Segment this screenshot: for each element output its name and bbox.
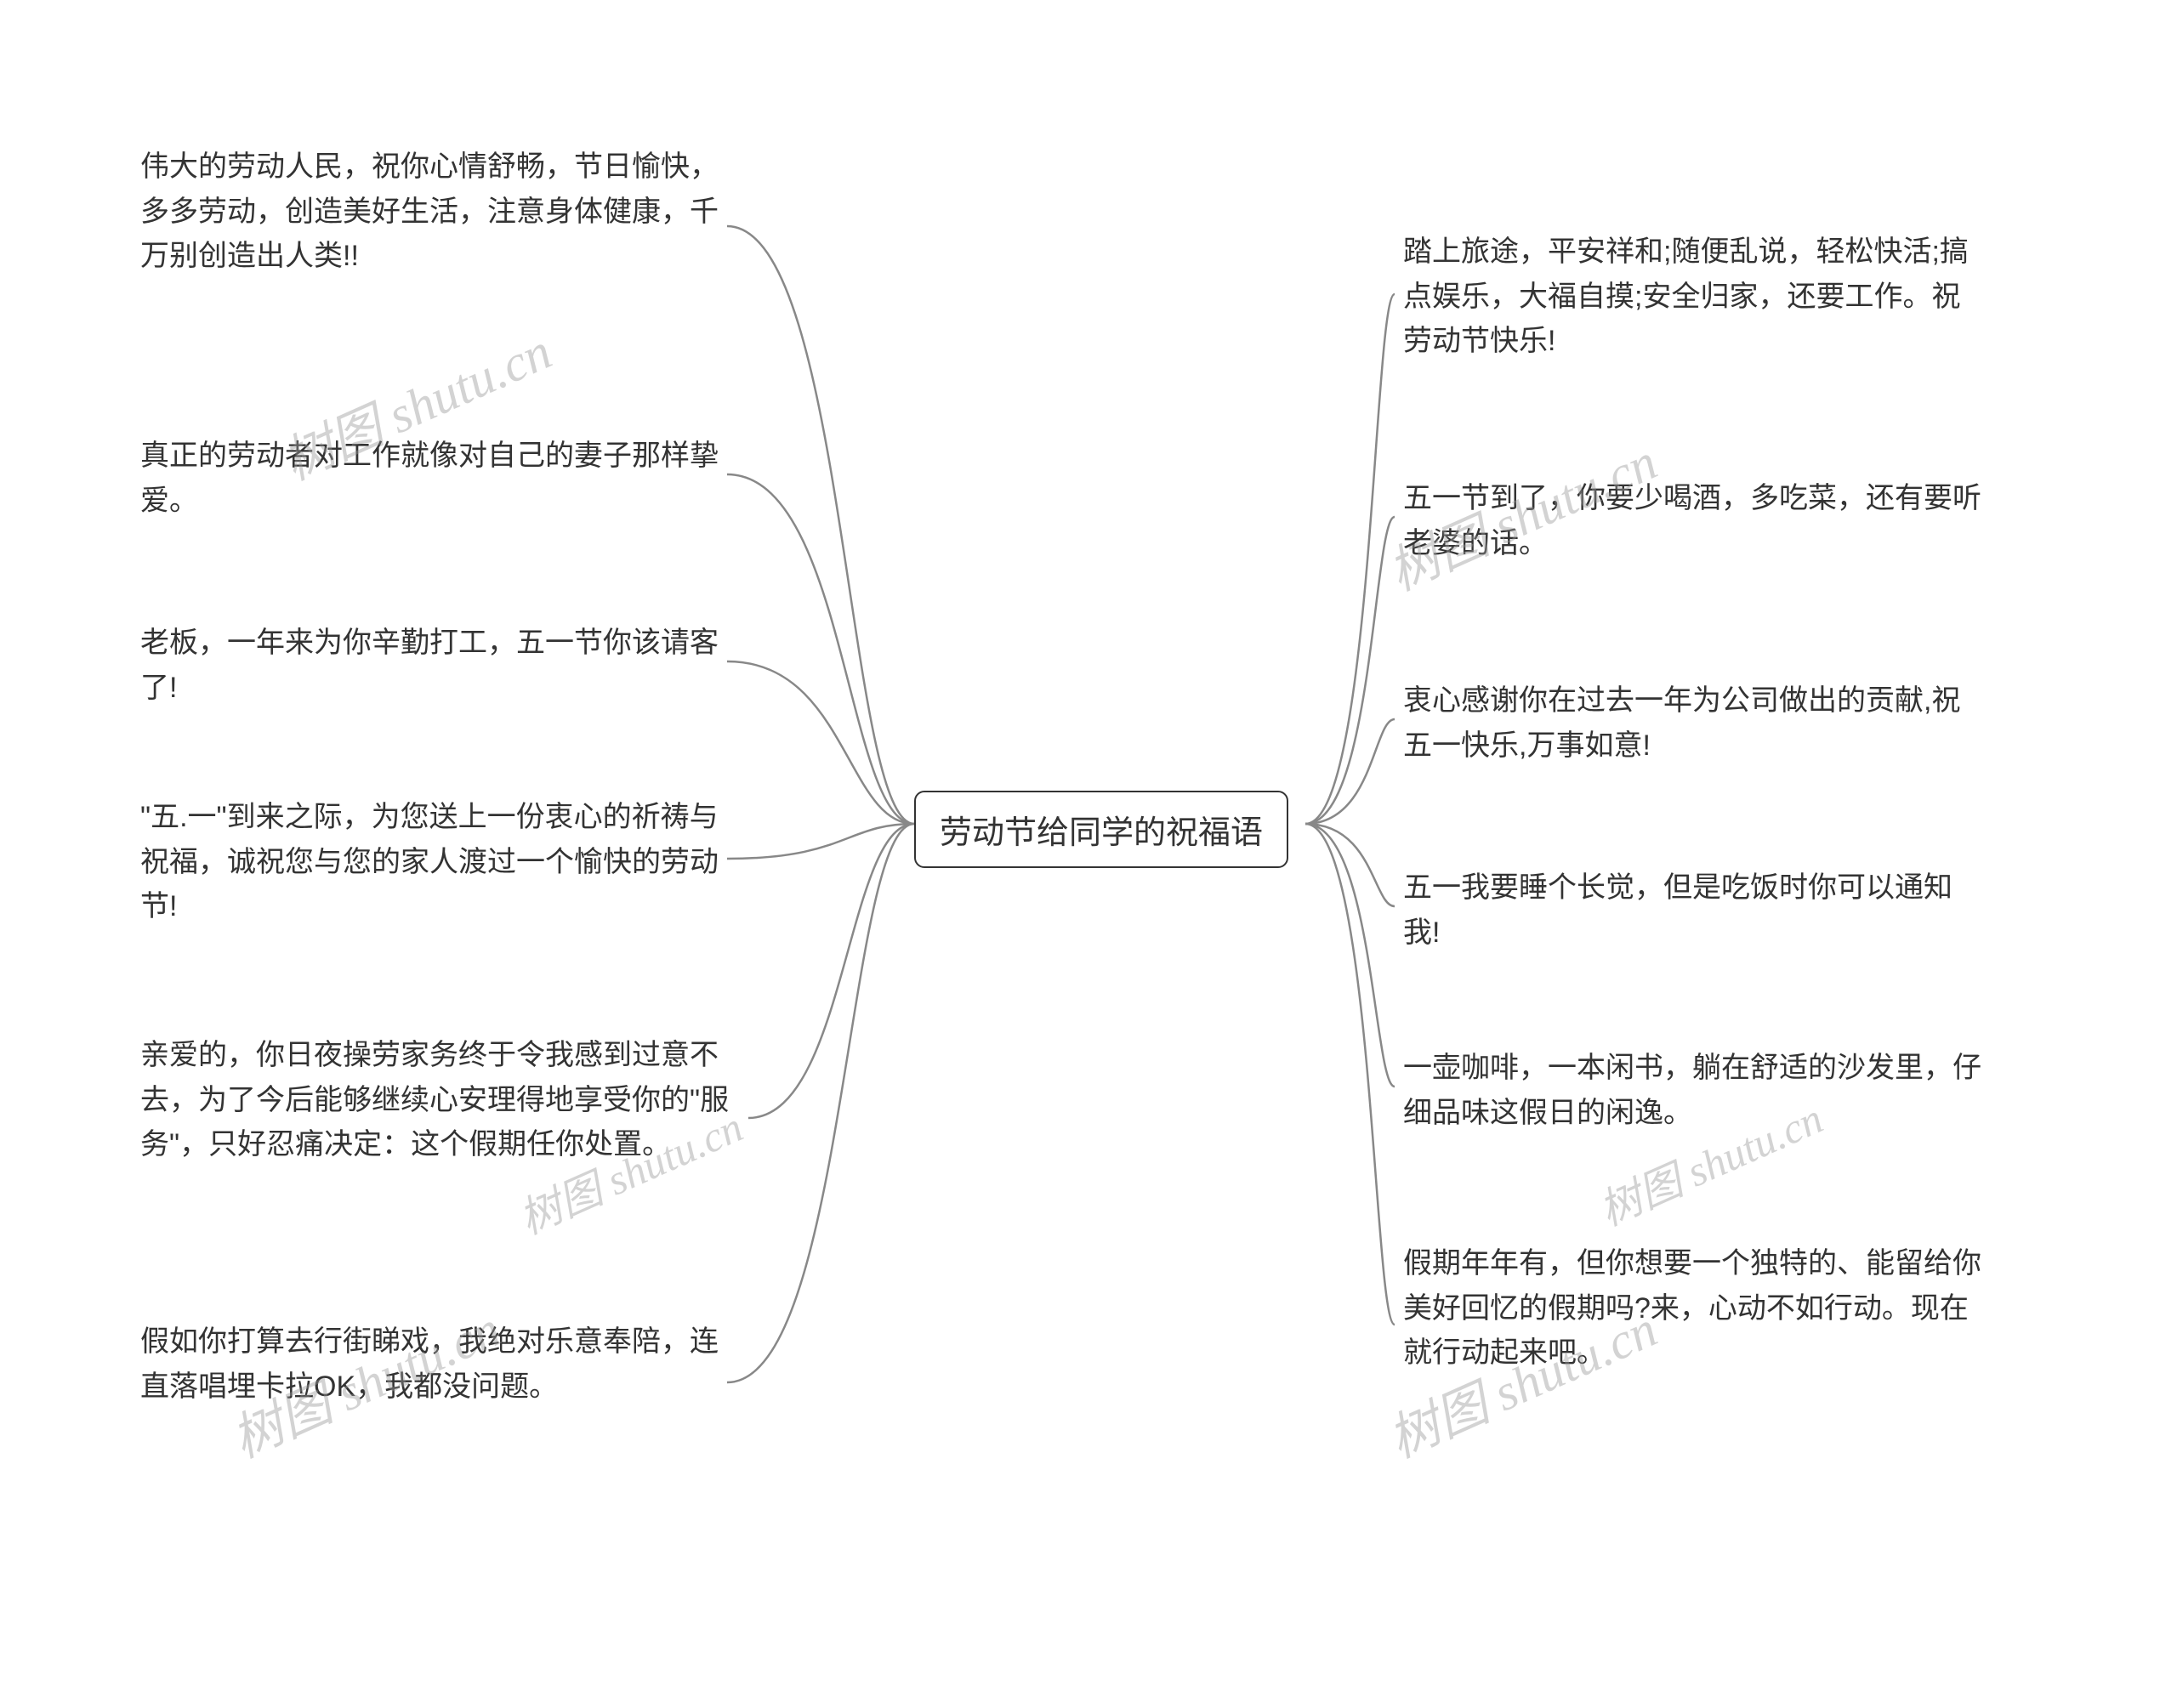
center-topic-text: 劳动节给同学的祝福语 xyxy=(940,815,1263,851)
left-leaf-4: 亲爱的，你日夜操劳家务终于令我感到过意不去，为了今后能够继续心安理得地享受你的"… xyxy=(140,1033,740,1167)
left-leaf-2: 老板，一年来为你辛勤打工，五一节你该请客了! xyxy=(140,621,719,710)
left-leaf-5-text: 假如你打算去行街睇戏，我绝对乐意奉陪，连直落唱埋卡拉OK，我都没问题。 xyxy=(140,1325,719,1403)
mindmap-container: 劳动节给同学的祝福语 伟大的劳动人民，祝你心情舒畅，节日愉快，多多劳动，创造美好… xyxy=(0,0,2177,1708)
right-leaf-3: 五一我要睡个长觉，但是吃饭时你可以通知我! xyxy=(1403,865,1981,955)
right-leaf-0: 踏上旅途，平安祥和;随便乱说，轻松快活;搞点娱乐，大福自摸;安全归家，还要工作。… xyxy=(1403,230,1981,364)
right-leaf-5: 假期年年有，但你想要一个独特的、能留给你美好回忆的假期吗?来，心动不如行动。现在… xyxy=(1403,1241,1981,1376)
left-leaf-2-text: 老板，一年来为你辛勤打工，五一节你该请客了! xyxy=(140,627,719,704)
right-leaf-2-text: 衷心感谢你在过去一年为公司做出的贡献,祝五一快乐,万事如意! xyxy=(1403,684,1960,762)
left-leaf-5: 假如你打算去行街睇戏，我绝对乐意奉陪，连直落唱埋卡拉OK，我都没问题。 xyxy=(140,1319,719,1409)
left-leaf-1-text: 真正的劳动者对工作就像对自己的妻子那样挚爱。 xyxy=(140,440,719,517)
right-leaf-0-text: 踏上旅途，平安祥和;随便乱说，轻松快活;搞点娱乐，大福自摸;安全归家，还要工作。… xyxy=(1403,235,1969,357)
right-leaf-5-text: 假期年年有，但你想要一个独特的、能留给你美好回忆的假期吗?来，心动不如行动。现在… xyxy=(1403,1247,1981,1369)
left-leaf-3: "五.一"到来之际，为您送上一份衷心的祈祷与祝福，诚祝您与您的家人渡过一个愉快的… xyxy=(140,795,719,929)
left-leaf-1: 真正的劳动者对工作就像对自己的妻子那样挚爱。 xyxy=(140,434,719,523)
left-leaf-3-text: "五.一"到来之际，为您送上一份衷心的祈祷与祝福，诚祝您与您的家人渡过一个愉快的… xyxy=(140,801,719,922)
right-leaf-1-text: 五一节到了，你要少喝酒，多吃菜，还有要听老婆的话。 xyxy=(1403,482,1981,559)
right-leaf-1: 五一节到了，你要少喝酒，多吃菜，还有要听老婆的话。 xyxy=(1403,476,1981,565)
center-topic: 劳动节给同学的祝福语 xyxy=(914,791,1288,868)
right-leaf-3-text: 五一我要睡个长觉，但是吃饭时你可以通知我! xyxy=(1403,871,1952,949)
left-leaf-0-text: 伟大的劳动人民，祝你心情舒畅，节日愉快，多多劳动，创造美好生活，注意身体健康，千… xyxy=(140,150,719,272)
right-leaf-4: 一壶咖啡，一本闲书，躺在舒适的沙发里，仔细品味这假日的闲逸。 xyxy=(1403,1046,1981,1135)
left-leaf-0: 伟大的劳动人民，祝你心情舒畅，节日愉快，多多劳动，创造美好生活，注意身体健康，千… xyxy=(140,145,719,279)
right-leaf-2: 衷心感谢你在过去一年为公司做出的贡献,祝五一快乐,万事如意! xyxy=(1403,678,1981,768)
left-leaf-4-text: 亲爱的，你日夜操劳家务终于令我感到过意不去，为了今后能够继续心安理得地享受你的"… xyxy=(140,1039,729,1160)
right-leaf-4-text: 一壶咖啡，一本闲书，躺在舒适的沙发里，仔细品味这假日的闲逸。 xyxy=(1403,1052,1981,1129)
